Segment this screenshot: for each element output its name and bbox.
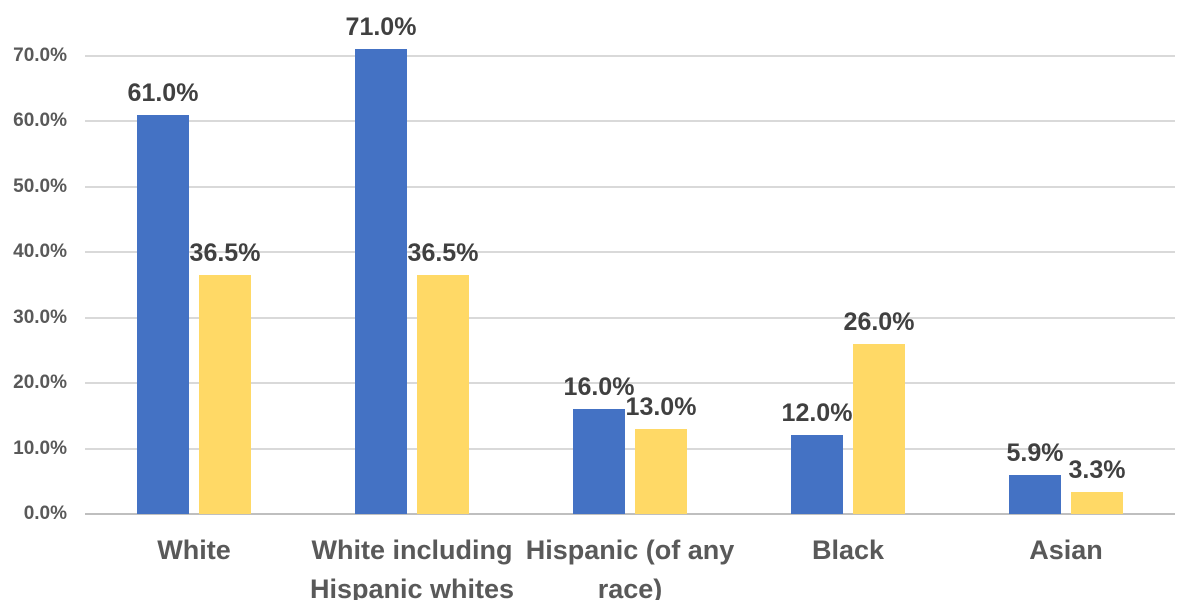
bar-blue [1009, 475, 1061, 514]
gridline [85, 382, 1175, 385]
y-axis-tick-label: 40.0% [13, 241, 67, 263]
bar-yellow [635, 428, 687, 514]
gridline [85, 251, 1175, 254]
bar-data-label: 36.5% [189, 239, 261, 268]
y-axis-tick-label: 10.0% [13, 437, 67, 459]
bar-data-label: 36.5% [407, 239, 479, 268]
bar-data-label: 71.0% [345, 13, 417, 42]
y-axis-tick-label: 20.0% [13, 372, 67, 394]
bar-data-label: 61.0% [127, 78, 199, 107]
y-axis-tick-label: 70.0% [13, 45, 67, 66]
gridline [85, 316, 1175, 319]
gridline [85, 185, 1175, 188]
bar-yellow [853, 343, 905, 514]
x-axis-category-label: Asian [1029, 535, 1103, 565]
bar-yellow [199, 275, 251, 514]
bar-yellow [417, 275, 469, 514]
bar-blue [137, 114, 189, 514]
gridline [85, 120, 1175, 123]
bar-blue [355, 49, 407, 514]
bar-yellow [1071, 492, 1123, 514]
y-axis-tick-label: 60.0% [13, 110, 67, 132]
bar-data-label: 5.9% [1006, 439, 1064, 468]
bar-data-label: 3.3% [1068, 456, 1126, 485]
y-axis-tick-label: 0.0% [23, 503, 67, 524]
y-axis-tick-label: 50.0% [13, 175, 67, 197]
bar-data-label: 13.0% [625, 392, 697, 421]
y-axis-tick-label: 30.0% [13, 306, 67, 328]
x-axis-category-label: White [157, 535, 231, 565]
x-axis-category-label: White including Hispanic whites [309, 535, 515, 600]
x-axis-baseline [85, 513, 1175, 515]
bar-data-label: 16.0% [563, 373, 635, 402]
bar-blue [573, 409, 625, 514]
x-axis-category-label: Black [811, 535, 885, 565]
bar-data-label: 26.0% [843, 307, 915, 336]
bar-data-label: 12.0% [781, 399, 853, 428]
gridline [85, 447, 1175, 450]
gridline [85, 55, 1175, 57]
bar-blue [791, 435, 843, 514]
x-axis-category-label: Hispanic (of any race) [525, 535, 735, 600]
